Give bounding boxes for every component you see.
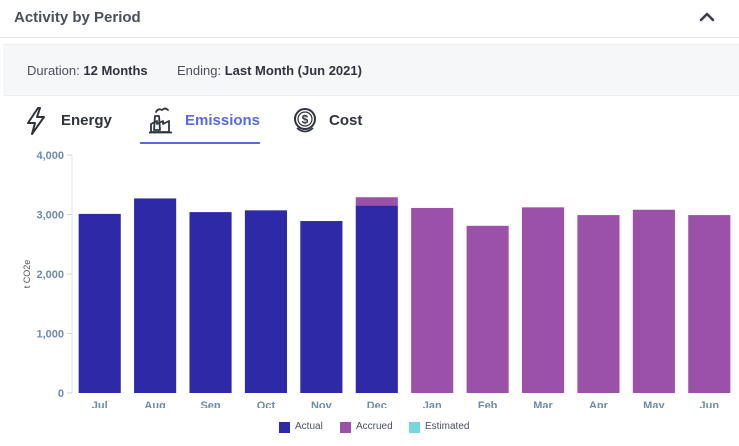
bar-accrued-mar <box>521 207 565 393</box>
x-tick-label: Mar <box>533 400 553 408</box>
legend-label-actual: Actual <box>295 421 323 432</box>
svg-text:$: $ <box>302 113 309 127</box>
x-tick-label: Sep <box>200 400 220 408</box>
duration-label: Duration: <box>27 63 80 78</box>
tab-energy[interactable]: Energy <box>24 100 120 144</box>
x-tick-label: Aug <box>144 400 165 408</box>
emissions-bar-chart: 0 1,000 2,000 3,000 4,000 t CO2e Jul Aug Sep Oct N… <box>22 150 731 412</box>
emissions-chart: 0 1,000 2,000 3,000 4,000 t CO2e Jul Aug Sep Oct N… <box>0 146 739 412</box>
legend-swatch-accrued <box>340 422 351 433</box>
metric-tabs: Energy Emissions $ Cost <box>0 100 739 144</box>
ending-label: Ending: <box>177 63 222 78</box>
x-tick-label: Dec <box>367 400 387 408</box>
y-tick-label: 0 <box>58 388 64 400</box>
bar-accrued-jan <box>411 207 454 393</box>
ending-filter[interactable]: Ending: Last Month (Jun 2021) <box>177 63 362 78</box>
bar-actual-dec <box>355 205 398 393</box>
x-tick-label: Jun <box>700 400 720 408</box>
legend-swatch-estimated <box>409 422 420 433</box>
bar-actual-oct <box>244 210 288 393</box>
y-tick-label: 4,000 <box>36 150 64 162</box>
bar-accrued-apr <box>577 215 620 393</box>
legend-label-estimated: Estimated <box>425 421 470 432</box>
bar-accrued-jun <box>688 215 731 393</box>
tab-cost-label: Cost <box>329 112 363 129</box>
tab-energy-label: Energy <box>61 112 112 129</box>
panel-header: Activity by Period <box>0 0 739 38</box>
x-tick-label: Nov <box>311 400 333 408</box>
x-tick-label: May <box>643 400 665 408</box>
tab-emissions[interactable]: Emissions <box>140 100 260 144</box>
factory-icon <box>148 106 176 141</box>
legend-swatch-actual <box>279 422 290 433</box>
ending-value: Last Month (Jun 2021) <box>224 63 362 78</box>
x-tick-label: Apr <box>589 400 609 408</box>
bar-actual-nov <box>300 221 343 393</box>
bar-actual-sep <box>189 212 232 393</box>
bar-actual-jul <box>78 213 121 393</box>
tab-cost[interactable]: $ Cost <box>292 100 372 144</box>
bar-accrued-feb <box>466 225 509 393</box>
x-tick-label: Jan <box>423 400 442 408</box>
y-tick-label: 1,000 <box>36 329 64 341</box>
tab-emissions-label: Emissions <box>185 112 261 129</box>
duration-filter[interactable]: Duration: 12 Months <box>27 63 148 78</box>
active-tab-indicator <box>140 142 260 144</box>
x-tick-label: Feb <box>478 400 498 408</box>
filter-bar: Duration: 12 Months Ending: Last Month (… <box>3 44 739 96</box>
legend-label-accrued: Accrued <box>356 421 393 432</box>
dollar-coin-icon: $ <box>292 106 320 141</box>
bar-accrued-may <box>632 209 675 393</box>
panel-title: Activity by Period <box>14 9 141 26</box>
y-tick-label: 3,000 <box>36 210 64 222</box>
x-tick-label: Oct <box>257 400 276 408</box>
lightning-bolt-icon <box>24 106 48 141</box>
y-axis-title: t CO2e <box>22 260 32 289</box>
chart-legend: Actual Accrued Estimated <box>0 418 739 438</box>
x-tick-label: Jul <box>92 400 108 408</box>
y-tick-label: 2,000 <box>36 269 64 281</box>
bar-accrued-dec <box>355 197 398 206</box>
chevron-up-icon[interactable] <box>695 6 719 28</box>
duration-value: 12 Months <box>83 63 148 78</box>
bar-actual-aug <box>134 198 177 393</box>
